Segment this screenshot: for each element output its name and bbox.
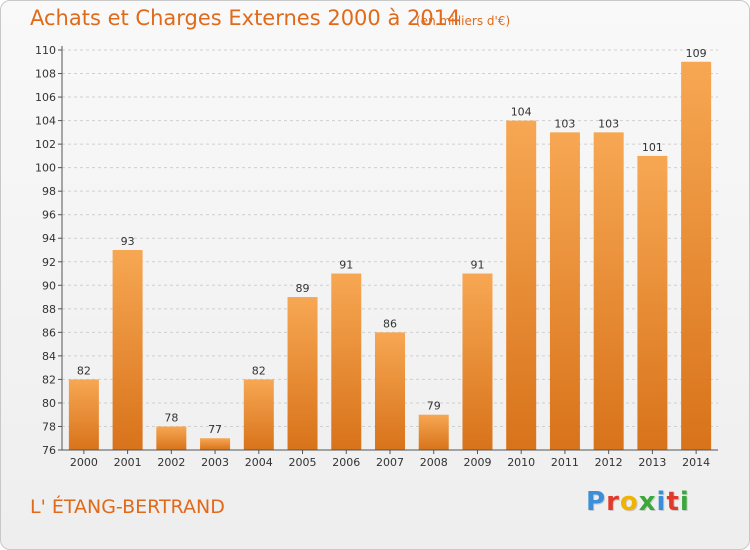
data-label: 93 <box>121 235 135 248</box>
data-label: 103 <box>554 117 575 130</box>
brand-letter: o <box>619 487 639 517</box>
bar-2004 <box>243 379 274 450</box>
y-tick-label: 106 <box>35 91 56 104</box>
brand-letter: i <box>679 487 690 517</box>
y-tick-label: 102 <box>35 138 56 151</box>
data-label: 101 <box>642 141 663 154</box>
bars <box>68 61 712 451</box>
chart-title: Achats et Charges Externes 2000 à 2014 <box>30 6 461 30</box>
data-label: 78 <box>164 411 178 424</box>
bar-2003 <box>200 438 231 450</box>
y-tick-label: 80 <box>42 397 56 410</box>
y-tick-label: 100 <box>35 162 56 175</box>
x-tick-label: 2012 <box>595 456 623 469</box>
x-tick-label: 2004 <box>245 456 273 469</box>
brand-letter: i <box>656 487 667 517</box>
chart-subtitle: (en milliers d'€) <box>416 14 511 28</box>
data-label: 82 <box>252 364 266 377</box>
y-tick-label: 90 <box>42 279 56 292</box>
y-tick-label: 108 <box>35 68 56 81</box>
bar-2012 <box>593 132 624 450</box>
data-label: 82 <box>77 364 91 377</box>
data-label: 89 <box>296 282 310 295</box>
x-tick-label: 2003 <box>201 456 229 469</box>
y-tick-label: 96 <box>42 209 56 222</box>
y-tick-label: 88 <box>42 303 56 316</box>
x-tick-label: 2007 <box>376 456 404 469</box>
x-tick-label: 2008 <box>420 456 448 469</box>
data-label: 91 <box>470 259 484 272</box>
data-label: 86 <box>383 317 397 330</box>
bar-2001 <box>112 250 143 450</box>
y-tick-label: 84 <box>42 350 56 363</box>
x-tick-label: 2011 <box>551 456 579 469</box>
bar-2009 <box>462 273 493 450</box>
data-label: 104 <box>511 106 532 119</box>
bar-2006 <box>331 273 362 450</box>
x-tick-label: 2013 <box>638 456 666 469</box>
bar-2000 <box>68 379 99 450</box>
x-tick-label: 2002 <box>157 456 185 469</box>
data-label: 91 <box>339 259 353 272</box>
brand-letter: x <box>638 487 657 517</box>
bar-2005 <box>287 297 318 450</box>
bar-2013 <box>637 155 668 450</box>
data-label: 109 <box>686 47 707 60</box>
bar-2007 <box>375 332 405 450</box>
bar-2002 <box>156 426 187 450</box>
data-label: 79 <box>427 400 441 413</box>
brand-letter: t <box>666 487 680 517</box>
x-tick-label: 2000 <box>70 456 98 469</box>
bar-2010 <box>506 120 537 451</box>
y-tick-label: 76 <box>42 444 56 457</box>
x-tick-label: 2009 <box>463 456 491 469</box>
brand-letter: r <box>606 487 620 517</box>
y-tick-label: 98 <box>42 185 56 198</box>
data-label: 77 <box>208 423 222 436</box>
y-tick-label: 110 <box>35 44 56 57</box>
y-tick-label: 104 <box>35 115 56 128</box>
x-tick-label: 2005 <box>289 456 317 469</box>
y-axis-ticks: 76 78 80 82 84 86 88 90 92 94 96 98 100 102 104 106 108 1… <box>35 44 62 457</box>
proxiti-logo[interactable]: Proxiti <box>586 487 690 517</box>
x-tick-label: 2006 <box>332 456 360 469</box>
place-name: L' ÉTANG-BERTRAND <box>30 496 225 518</box>
x-axis-ticks: 2000 2001 2002 2003 2004 2005 2006 2007 2008 2009… <box>70 450 710 469</box>
bar-2008 <box>418 414 449 450</box>
y-tick-label: 78 <box>42 420 56 433</box>
data-label: 103 <box>598 117 619 130</box>
y-tick-label: 86 <box>42 326 56 339</box>
data-labels: 82 93 78 77 82 89 91 86 79 91 104 103 103 101 109 <box>77 47 707 436</box>
y-tick-label: 82 <box>42 373 56 386</box>
y-tick-label: 94 <box>42 232 56 245</box>
x-tick-label: 2014 <box>682 456 710 469</box>
x-tick-label: 2001 <box>114 456 142 469</box>
brand-letter: P <box>586 487 607 517</box>
y-tick-label: 92 <box>42 256 56 269</box>
x-tick-label: 2010 <box>507 456 535 469</box>
bar-2011 <box>549 132 580 450</box>
bar-2014 <box>681 61 712 450</box>
